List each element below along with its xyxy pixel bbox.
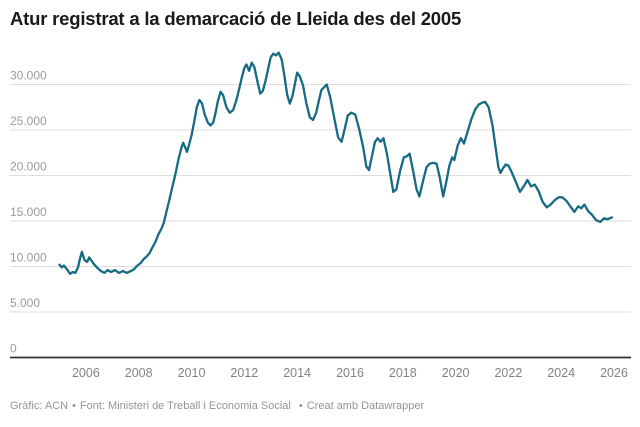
x-axis-tick-label: 2022 xyxy=(494,366,522,380)
x-axis-tick-label: 2014 xyxy=(283,366,311,380)
y-axis-tick-label: 30.000 xyxy=(10,69,47,83)
footer-separator-icon: • xyxy=(298,400,303,412)
x-axis-tick-label: 2012 xyxy=(230,366,258,380)
footer-separator-icon: • xyxy=(72,400,76,412)
x-axis-tick-label: 2008 xyxy=(125,366,153,380)
x-axis-tick-label: 2006 xyxy=(72,366,100,380)
y-axis-tick-label: 20.000 xyxy=(10,160,47,174)
footer-credit: Gràfic: ACN xyxy=(10,400,69,412)
footer-source: Font: Ministeri de Treball i Economia So… xyxy=(79,400,291,412)
chart-title: Atur registrat a la demarcació de Lleida… xyxy=(10,8,462,29)
y-axis-tick-label: 5.000 xyxy=(10,296,40,310)
datawrapper-credit-link[interactable]: Creat amb Datawrapper xyxy=(306,400,425,412)
x-axis-tick-label: 2016 xyxy=(336,366,364,380)
y-axis-tick-label: 0 xyxy=(10,342,17,356)
x-axis-tick-label: 2024 xyxy=(547,366,575,380)
data-line-atur-registrat xyxy=(58,51,614,275)
x-axis-tick-label: 2018 xyxy=(389,366,417,380)
y-axis-tick-label: 25.000 xyxy=(10,114,47,128)
x-axis-tick-label: 2010 xyxy=(178,366,206,380)
y-axis-tick-label: 15.000 xyxy=(10,205,47,219)
x-axis-tick-label: 2020 xyxy=(442,366,470,380)
x-axis-tick-label: 2026 xyxy=(600,366,628,380)
y-axis-tick-label: 10.000 xyxy=(10,251,47,265)
chart-footer: Gràfic: ACN • Font: Ministeri de Treball i… xyxy=(10,400,634,412)
